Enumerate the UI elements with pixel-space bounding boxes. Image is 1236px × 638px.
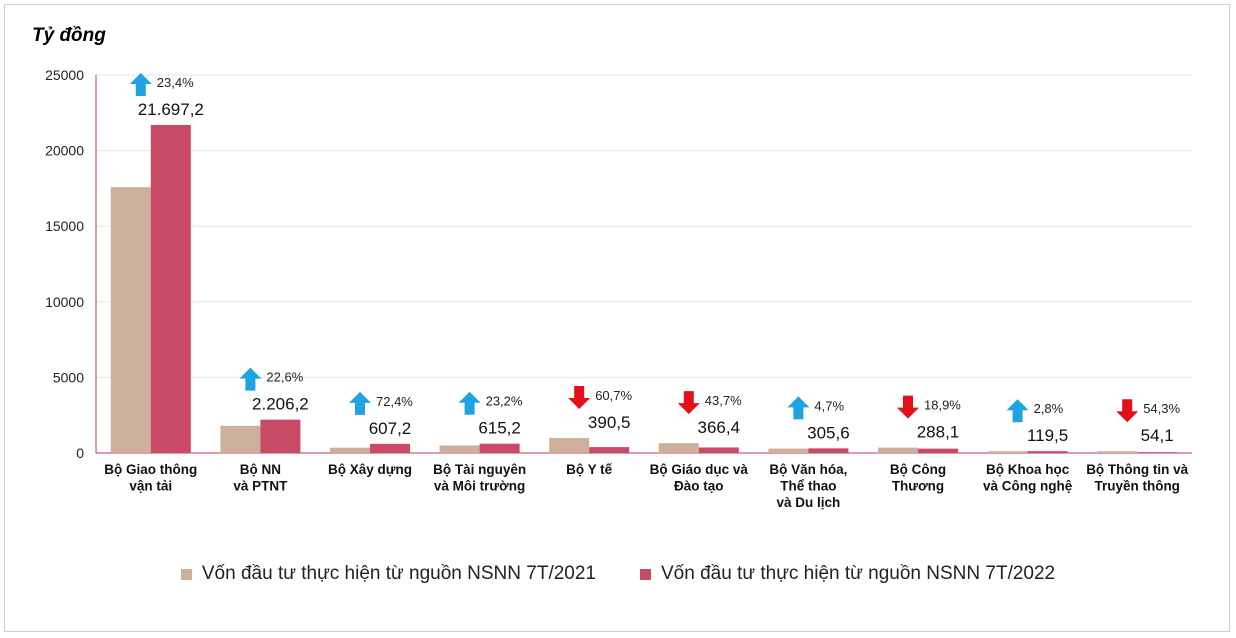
data-label-2022: 390,5: [588, 413, 631, 432]
y-tick-label: 0: [76, 445, 84, 461]
change-percent-label: 72,4%: [376, 394, 413, 409]
bar-2022: [1027, 451, 1068, 453]
data-label-2022: 21.697,2: [138, 100, 204, 119]
bar-2021: [768, 448, 809, 453]
arrow-down-icon: [1116, 399, 1139, 423]
bar-2022: [1137, 452, 1178, 453]
data-label-2022: 288,1: [917, 423, 960, 442]
arrow-down-icon: [568, 385, 591, 409]
legend-swatch-2022: [640, 568, 651, 580]
data-label-2022: 305,6: [807, 423, 850, 442]
category-label: Bộ Thông tin và Truyền thông: [1086, 462, 1188, 494]
category-label: Bộ Xây dựng: [328, 462, 412, 477]
category-label: Bộ Giao thông vận tải: [104, 462, 197, 494]
data-label-2022: 54,1: [1141, 426, 1174, 445]
chart-frame: [4, 4, 1230, 632]
change-percent-label: 4,7%: [814, 398, 844, 413]
bar-2022: [150, 124, 191, 453]
y-tick-label: 25000: [45, 67, 84, 83]
arrow-down-icon: [677, 391, 700, 415]
data-label-2022: 607,2: [369, 419, 412, 438]
category-label: Bộ Công Thương: [890, 462, 946, 494]
bar-2022: [698, 447, 739, 453]
arrow-up-icon: [129, 72, 152, 96]
change-percent-label: 54,3%: [1143, 401, 1180, 416]
data-label-2022: 119,5: [1027, 426, 1068, 445]
legend-item-2022: Vốn đầu tư thực hiện từ nguồn NSNN 7T/20…: [640, 563, 1055, 585]
bar-2022: [479, 443, 520, 453]
arrow-up-icon: [239, 367, 262, 391]
bar-2021: [220, 425, 261, 453]
category-label: Bộ Y tế: [566, 462, 613, 477]
category-label: Bộ Tài nguyên và Môi trường: [433, 462, 526, 494]
data-label-2022: 2.206,2: [252, 395, 309, 414]
bar-2021: [658, 443, 699, 453]
change-percent-label: 2,8%: [1034, 401, 1064, 416]
change-percent-label: 23,4%: [157, 75, 194, 90]
bar-2022: [370, 443, 410, 453]
arrow-up-icon: [458, 391, 481, 415]
bar-2021: [549, 437, 590, 453]
bar-2022: [260, 419, 301, 453]
y-tick-label: 15000: [45, 218, 84, 234]
arrow-down-icon: [897, 395, 919, 419]
y-tick-label: 10000: [45, 294, 84, 310]
legend-label-2022: Vốn đầu tư thực hiện từ nguồn NSNN 7T/20…: [661, 563, 1056, 584]
bar-2021: [330, 447, 370, 453]
legend-item-2021: Vốn đầu tư thực hiện từ nguồn NSNN 7T/20…: [180, 563, 596, 585]
change-percent-label: 22,6%: [266, 370, 303, 385]
change-percent-label: 23,2%: [486, 394, 523, 409]
bar-2021: [1097, 451, 1138, 453]
y-tick-label: 5000: [53, 369, 84, 385]
bar-2021: [110, 187, 151, 453]
y-tick-label: 20000: [45, 143, 84, 159]
category-label: Bộ NN và PTNT: [233, 462, 288, 494]
bar-2022: [918, 448, 958, 453]
bar-2021: [987, 451, 1028, 453]
category-label: Bộ Giáo dục và Đào tạo: [650, 462, 749, 494]
legend-label-2021: Vốn đầu tư thực hiện từ nguồn NSNN 7T/20…: [201, 563, 596, 584]
category-label: Bộ Văn hóa, Thể thao và Du lịch: [769, 462, 847, 510]
arrow-up-icon: [349, 391, 371, 415]
bar-2022: [808, 448, 849, 453]
arrow-up-icon: [787, 396, 810, 420]
change-percent-label: 43,7%: [705, 393, 742, 408]
arrow-up-icon: [1006, 399, 1029, 423]
legend: Vốn đầu tư thực hiện từ nguồn NSNN 7T/20…: [0, 563, 1236, 585]
data-label-2022: 615,2: [478, 419, 521, 438]
bar-2022: [589, 447, 630, 453]
y-axis-unit-label: Tỷ đồng: [32, 25, 106, 46]
change-percent-label: 18,9%: [924, 398, 961, 413]
category-label: Bộ Khoa học và Công nghệ: [983, 462, 1073, 494]
change-percent-label: 60,7%: [595, 388, 632, 403]
data-label-2022: 366,4: [698, 418, 741, 437]
bar-2021: [439, 445, 480, 453]
legend-swatch-2021: [180, 568, 192, 580]
bar-2021: [878, 447, 918, 453]
